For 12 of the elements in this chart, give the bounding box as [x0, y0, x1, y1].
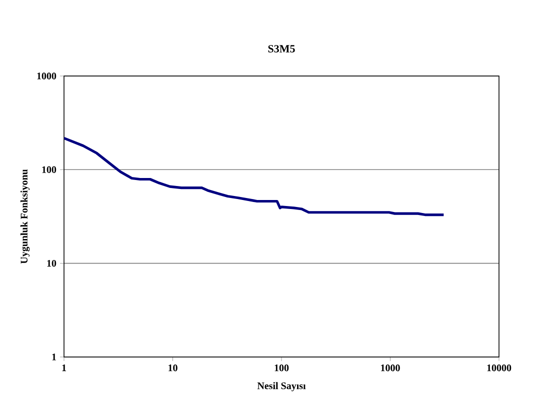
x-tick-label: 1 — [62, 364, 66, 372]
x-axis-title: Nesil Sayısı — [257, 382, 306, 392]
y-tick-label: 1000 — [37, 72, 56, 80]
x-tick-label: 10000 — [487, 364, 512, 372]
x-tick-label: 1000 — [381, 364, 400, 372]
y-tick-label: 1 — [52, 354, 56, 360]
x-tick-label: 100 — [274, 364, 289, 372]
y-tick-label: 100 — [42, 166, 56, 174]
y-axis-title: Uygunluk Fonksiyonu — [20, 169, 30, 264]
x-tick-label: 10 — [168, 364, 178, 372]
y-tick-label: 10 — [47, 260, 56, 267]
chart-title: S3M5 — [268, 45, 295, 52]
